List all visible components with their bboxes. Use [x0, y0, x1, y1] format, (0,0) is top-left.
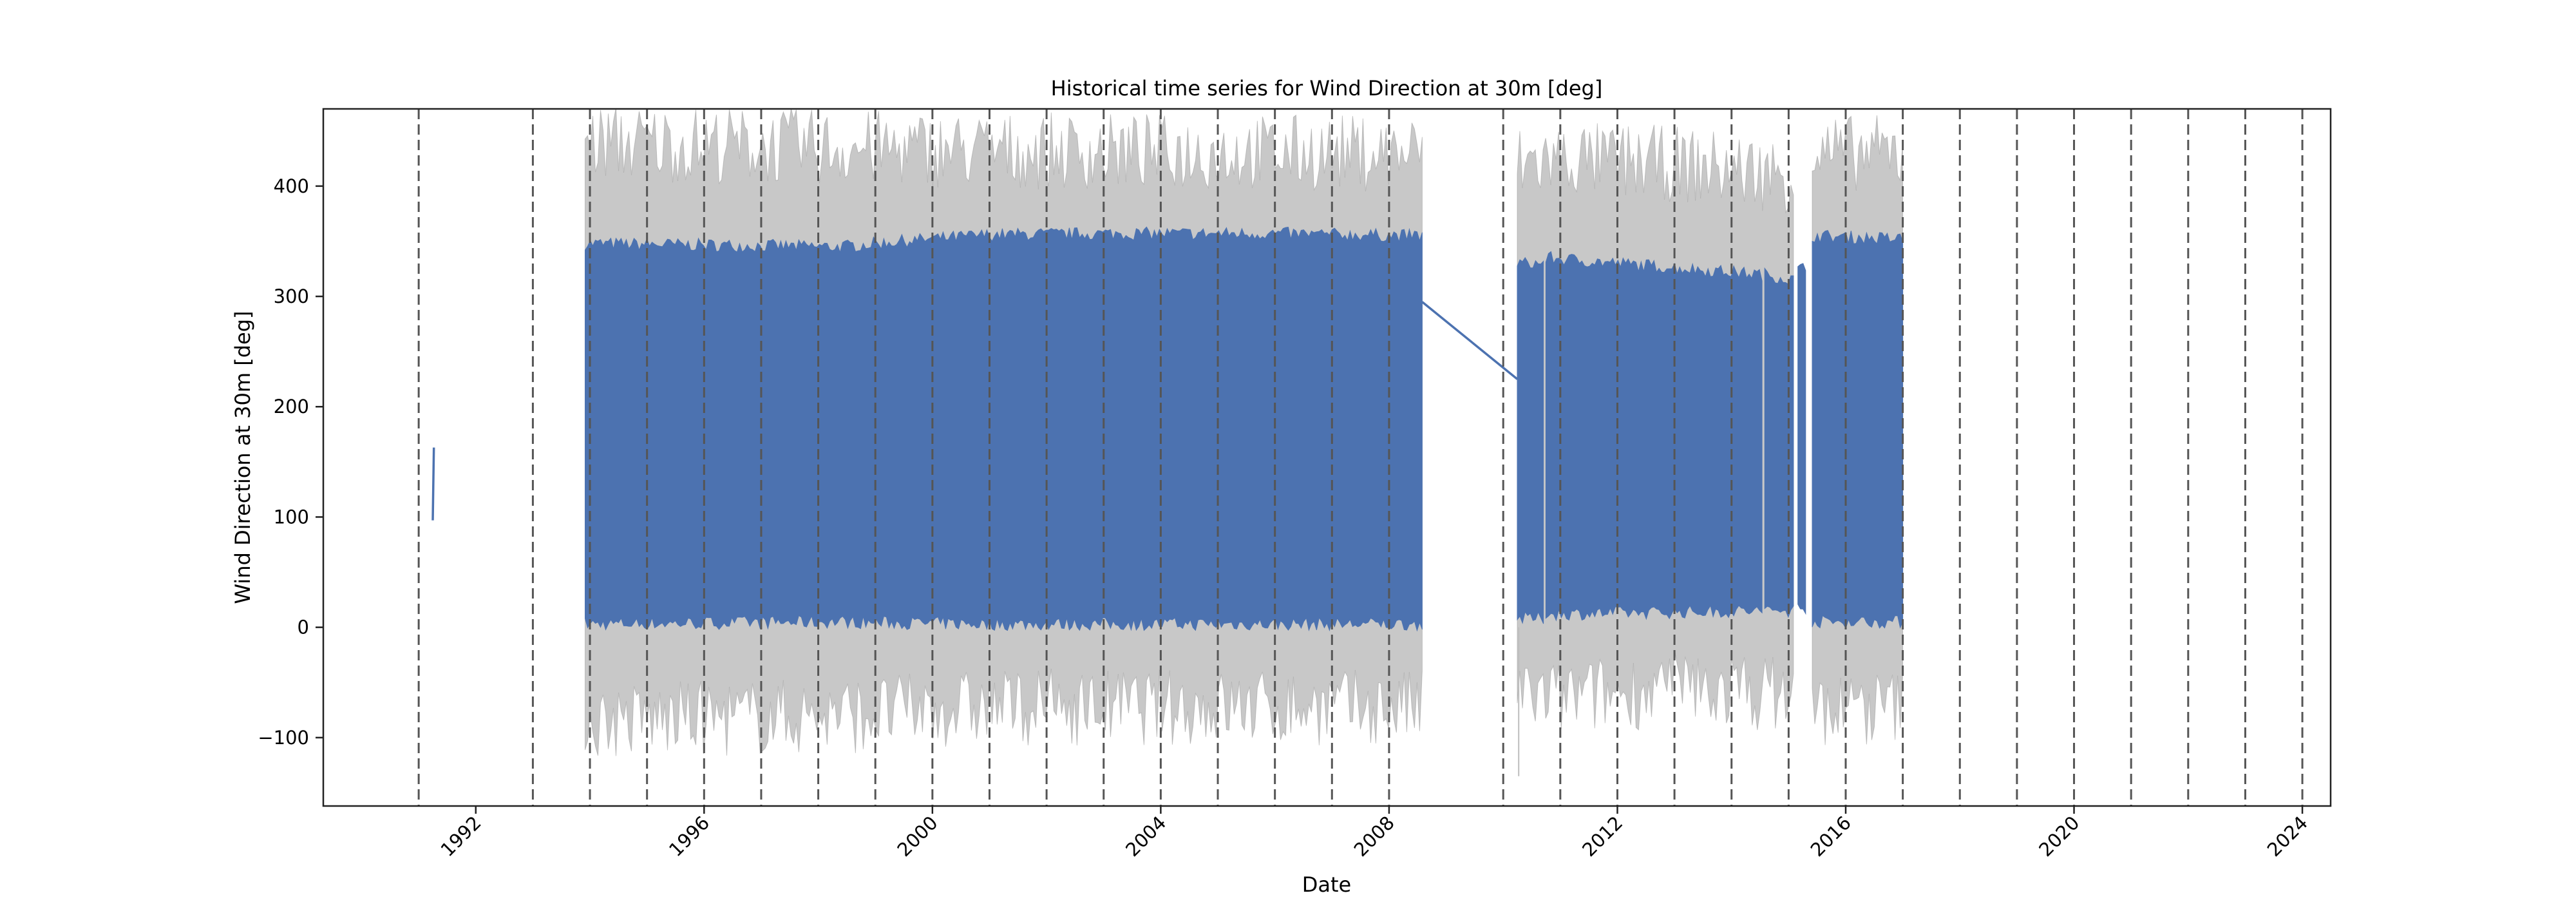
observation-band — [585, 226, 1423, 632]
chart-title: Historical time series for Wind Directio… — [1051, 76, 1603, 101]
x-tick-label: 2012 — [1578, 812, 1627, 861]
y-tick-label: 300 — [274, 285, 309, 307]
y-axis-label: Wind Direction at 30m [deg] — [231, 311, 255, 604]
observation-band — [1812, 230, 1904, 629]
x-tick-label: 2004 — [1121, 812, 1170, 861]
observation-band — [1797, 263, 1806, 615]
y-tick-label: 0 — [298, 617, 309, 638]
observation-line — [1421, 301, 1519, 380]
x-tick-label: 2024 — [2263, 812, 2312, 861]
x-axis-label: Date — [1302, 872, 1351, 897]
y-tick-label: 100 — [274, 506, 309, 528]
x-tick-label: 2008 — [1350, 812, 1399, 861]
observation-line — [431, 447, 435, 521]
x-tick-label: 2016 — [1806, 812, 1855, 861]
observation-band — [1517, 256, 1544, 624]
y-tick-label: 400 — [274, 175, 309, 197]
observation-band — [1545, 251, 1763, 622]
x-tick-label: 1992 — [436, 812, 485, 861]
plot-frame — [322, 108, 2332, 807]
x-tick-label: 2000 — [893, 812, 942, 861]
x-tick-label: 1996 — [665, 812, 714, 861]
x-tick-label: 2020 — [2034, 812, 2083, 861]
y-tick-label: −100 — [258, 727, 309, 749]
y-tick-label: 200 — [274, 396, 309, 417]
observation-band — [1764, 267, 1794, 619]
